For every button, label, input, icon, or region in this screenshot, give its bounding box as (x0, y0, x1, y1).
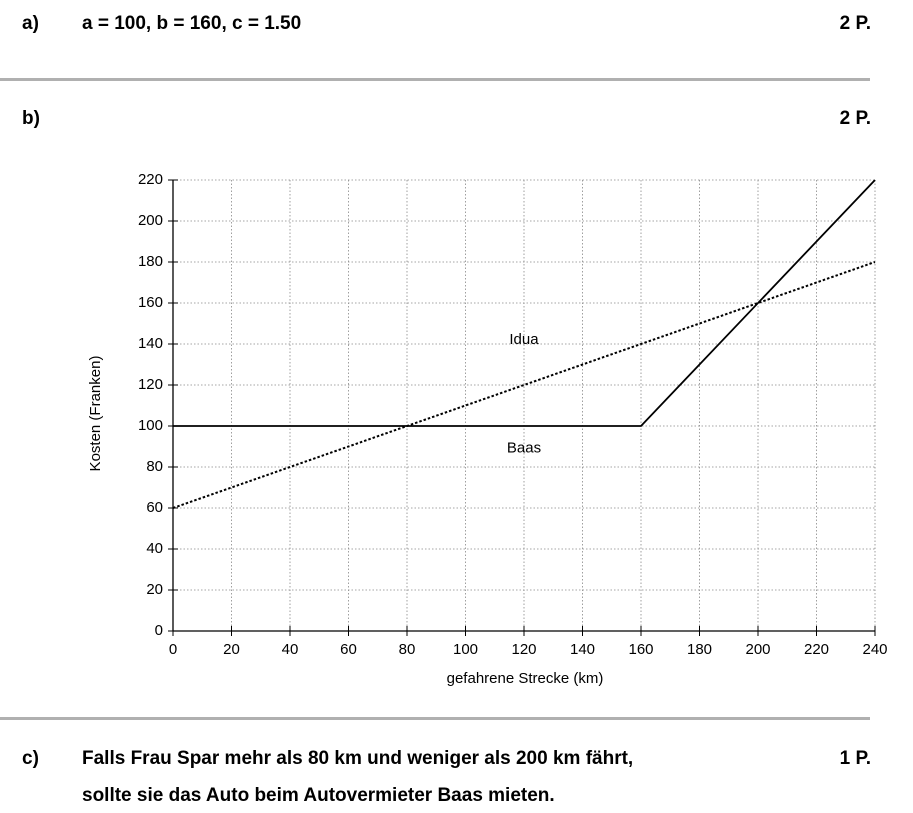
points: 2 P. (839, 13, 871, 34)
x-axis-label: gefahrene Strecke (km) (447, 670, 604, 687)
x-tick-label: 20 (223, 641, 240, 658)
y-tick-label: 60 (146, 499, 163, 516)
y-tick-label: 120 (138, 376, 163, 393)
series-label: Idua (509, 331, 539, 348)
y-tick-label: 180 (138, 253, 163, 270)
x-tick-label: 40 (282, 641, 299, 658)
y-axis-label: Kosten (Franken) (87, 356, 104, 472)
section-label: c) (22, 748, 39, 769)
y-tick-label: 80 (146, 458, 163, 475)
answer: a = 100, b = 160, c = 1.50 (82, 13, 302, 34)
y-tick-label: 40 (146, 540, 163, 557)
x-tick-label: 180 (687, 641, 712, 658)
series-line (173, 179, 876, 427)
section-label: b) (22, 108, 40, 129)
x-tick-label: 0 (169, 641, 177, 658)
y-tick-label: 140 (138, 335, 163, 352)
x-tick-label: 160 (628, 641, 653, 658)
x-tick-label: 240 (862, 641, 887, 658)
x-tick-label: 120 (511, 641, 536, 658)
series-label: Baas (507, 440, 541, 457)
series-line (172, 261, 876, 509)
points: 2 P. (839, 108, 871, 129)
x-tick-label: 200 (745, 641, 770, 658)
y-tick-label: 20 (146, 581, 163, 598)
y-tick-label: 0 (155, 622, 163, 639)
y-tick-label: 100 (138, 417, 163, 434)
points: 1 P. (839, 748, 871, 769)
divider (0, 717, 870, 720)
y-tick-label: 220 (138, 171, 163, 188)
x-tick-label: 60 (340, 641, 357, 658)
divider (0, 78, 870, 81)
answer-line: Falls Frau Spar mehr als 80 km und wenig… (82, 748, 634, 769)
x-tick-label: 80 (399, 641, 416, 658)
x-tick-label: 220 (804, 641, 829, 658)
section-label: a) (22, 13, 39, 34)
answer-line: sollte sie das Auto beim Autovermieter B… (82, 785, 555, 806)
y-tick-label: 200 (138, 212, 163, 229)
x-tick-label: 140 (570, 641, 595, 658)
x-tick-label: 100 (453, 641, 478, 658)
chart: 0 20 40 60 80 100 120 140 160 180 200 220 0 20 40 60 80 1… (87, 171, 888, 687)
y-tick-label: 160 (138, 294, 163, 311)
